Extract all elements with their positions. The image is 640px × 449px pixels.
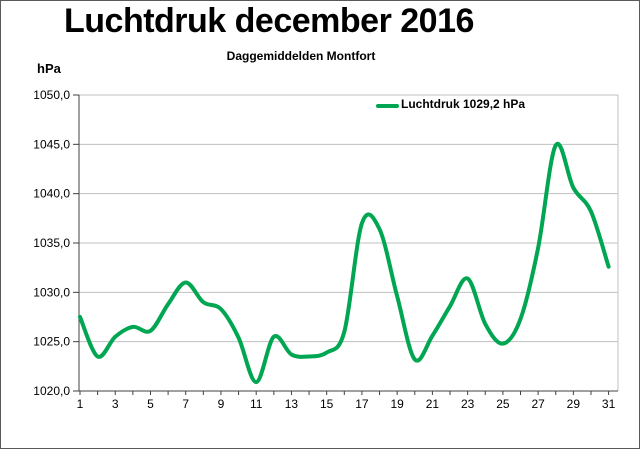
y-tick-label: 1040,0 bbox=[33, 187, 70, 201]
legend-line-marker bbox=[376, 104, 399, 108]
x-tick-label: 19 bbox=[390, 397, 404, 411]
x-tick-label: 27 bbox=[531, 397, 545, 411]
x-tick-label: 3 bbox=[112, 397, 119, 411]
chart-title: Luchtdruk december 2016 bbox=[64, 2, 474, 40]
x-tick-label: 17 bbox=[355, 397, 369, 411]
pressure-line bbox=[78, 141, 611, 385]
x-tick-label: 29 bbox=[567, 397, 581, 411]
y-axis-unit-label: hPa bbox=[37, 61, 61, 76]
x-tick-label: 9 bbox=[218, 397, 225, 411]
chart-subtitle: Daggemiddelden Montfort bbox=[226, 49, 376, 63]
x-tick-label: 5 bbox=[147, 397, 154, 411]
y-tick-label: 1030,0 bbox=[33, 285, 70, 299]
x-tick-label: 11 bbox=[250, 397, 263, 411]
y-tick-label: 1050,0 bbox=[33, 88, 70, 102]
x-tick-label: 7 bbox=[182, 397, 189, 411]
y-tick-label: 1025,0 bbox=[33, 335, 70, 349]
y-tick-label: 1045,0 bbox=[33, 137, 70, 151]
y-tick-label: 1020,0 bbox=[33, 384, 70, 398]
x-tick-label: 1 bbox=[77, 397, 84, 411]
x-tick-label: 25 bbox=[496, 397, 510, 411]
x-tick-label: 13 bbox=[285, 397, 299, 411]
y-tick-label: 1035,0 bbox=[33, 236, 70, 250]
x-tick-label: 23 bbox=[461, 397, 475, 411]
legend-label: Luchtdruk 1029,2 hPa bbox=[401, 97, 526, 111]
x-tick-label: 15 bbox=[320, 397, 334, 411]
x-tick-label: 31 bbox=[602, 397, 616, 411]
x-tick-label: 21 bbox=[426, 397, 440, 411]
